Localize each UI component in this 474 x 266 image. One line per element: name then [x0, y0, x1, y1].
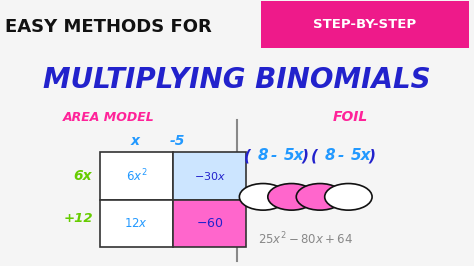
- FancyBboxPatch shape: [173, 152, 246, 200]
- Text: +12: +12: [64, 212, 93, 225]
- Text: ): ): [368, 148, 375, 163]
- Text: 6x: 6x: [73, 169, 92, 182]
- Text: x: x: [131, 134, 139, 148]
- Text: $6x^2$: $6x^2$: [126, 167, 147, 184]
- FancyBboxPatch shape: [173, 200, 246, 247]
- Circle shape: [268, 184, 315, 210]
- Text: 5x: 5x: [284, 148, 305, 163]
- Text: (: (: [311, 148, 318, 163]
- FancyBboxPatch shape: [100, 152, 173, 200]
- Circle shape: [325, 184, 372, 210]
- Text: $-30x$: $-30x$: [194, 169, 226, 182]
- Text: FOIL: FOIL: [333, 110, 368, 124]
- Text: -: -: [338, 148, 345, 163]
- FancyBboxPatch shape: [100, 200, 173, 247]
- Text: MULTIPLYING BINOMIALS: MULTIPLYING BINOMIALS: [43, 66, 431, 94]
- FancyBboxPatch shape: [261, 1, 469, 48]
- Text: $12x$: $12x$: [124, 217, 148, 230]
- Text: -: -: [271, 148, 277, 163]
- Text: $-60$: $-60$: [196, 217, 224, 230]
- Text: -5: -5: [170, 134, 185, 148]
- Circle shape: [239, 184, 287, 210]
- Text: 5x: 5x: [351, 148, 372, 163]
- Text: 8: 8: [258, 148, 269, 163]
- Text: EASY METHODS FOR: EASY METHODS FOR: [5, 18, 211, 36]
- Circle shape: [296, 184, 344, 210]
- Text: STEP-BY-STEP: STEP-BY-STEP: [313, 18, 417, 31]
- Text: (: (: [244, 148, 251, 163]
- Text: 8: 8: [325, 148, 336, 163]
- Text: ): ): [301, 148, 308, 163]
- Text: AREA MODEL: AREA MODEL: [63, 111, 155, 123]
- Text: $25x^2-80x+64$: $25x^2-80x+64$: [258, 231, 353, 248]
